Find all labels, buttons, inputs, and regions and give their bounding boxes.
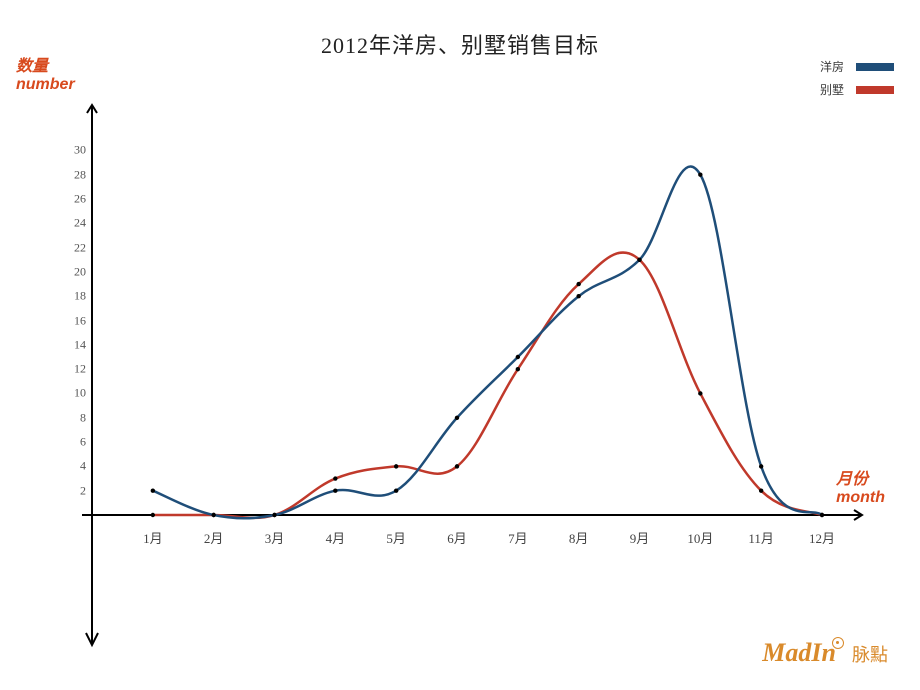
y-tick-label: 12: [62, 362, 86, 377]
x-tick-label: 8月: [569, 528, 589, 547]
y-tick-label: 18: [62, 289, 86, 304]
y-tick-label: 16: [62, 313, 86, 328]
x-tick-label: 11月: [748, 528, 774, 547]
y-tick-label: 20: [62, 264, 86, 279]
brand-cn: 脉點: [852, 645, 888, 665]
data-point-bieshu: [333, 476, 337, 480]
y-tick-label: 24: [62, 216, 86, 231]
brand-dot-icon: [832, 637, 844, 649]
series-line-yangfang: [153, 167, 822, 519]
y-tick-label: 26: [62, 192, 86, 207]
data-point-yangfang: [820, 513, 824, 517]
y-tick-label: 10: [62, 386, 86, 401]
x-tick-label: 3月: [265, 528, 285, 547]
x-tick-label: 12月: [809, 528, 835, 547]
data-point-yangfang: [211, 513, 215, 517]
y-tick-label: 8: [62, 410, 86, 425]
x-tick-label: 1月: [143, 528, 163, 547]
data-point-yangfang: [637, 258, 641, 262]
data-point-yangfang: [151, 488, 155, 492]
data-point-bieshu: [576, 282, 580, 286]
data-point-yangfang: [394, 488, 398, 492]
data-point-yangfang: [333, 488, 337, 492]
data-point-bieshu: [394, 464, 398, 468]
data-point-yangfang: [516, 355, 520, 359]
x-tick-label: 10月: [687, 528, 713, 547]
y-tick-label: 22: [62, 240, 86, 255]
data-point-bieshu: [455, 464, 459, 468]
data-point-yangfang: [576, 294, 580, 298]
x-tick-label: 2月: [204, 528, 224, 547]
data-point-yangfang: [272, 513, 276, 517]
data-point-bieshu: [516, 367, 520, 371]
y-tick-label: 28: [62, 167, 86, 182]
x-tick-label: 5月: [386, 528, 406, 547]
y-tick-label: 4: [62, 459, 86, 474]
x-tick-label: 6月: [447, 528, 467, 547]
data-point-bieshu: [759, 488, 763, 492]
slide: 2012年洋房、别墅销售目标 数量 number 月份 month 洋房 别墅 …: [0, 0, 920, 690]
brand-logo: MadIn 脉點: [762, 638, 888, 668]
data-point-bieshu: [698, 391, 702, 395]
data-point-yangfang: [759, 464, 763, 468]
brand-latin: MadIn: [762, 638, 836, 667]
y-tick-label: 6: [62, 435, 86, 450]
y-tick-label: 2: [62, 483, 86, 498]
data-point-bieshu: [151, 513, 155, 517]
y-tick-label: 30: [62, 143, 86, 158]
x-tick-label: 7月: [508, 528, 528, 547]
x-tick-label: 4月: [326, 528, 346, 547]
data-point-yangfang: [698, 172, 702, 176]
x-tick-label: 9月: [630, 528, 650, 547]
data-point-yangfang: [455, 416, 459, 420]
y-tick-label: 14: [62, 337, 86, 352]
chart-svg: [0, 0, 920, 690]
